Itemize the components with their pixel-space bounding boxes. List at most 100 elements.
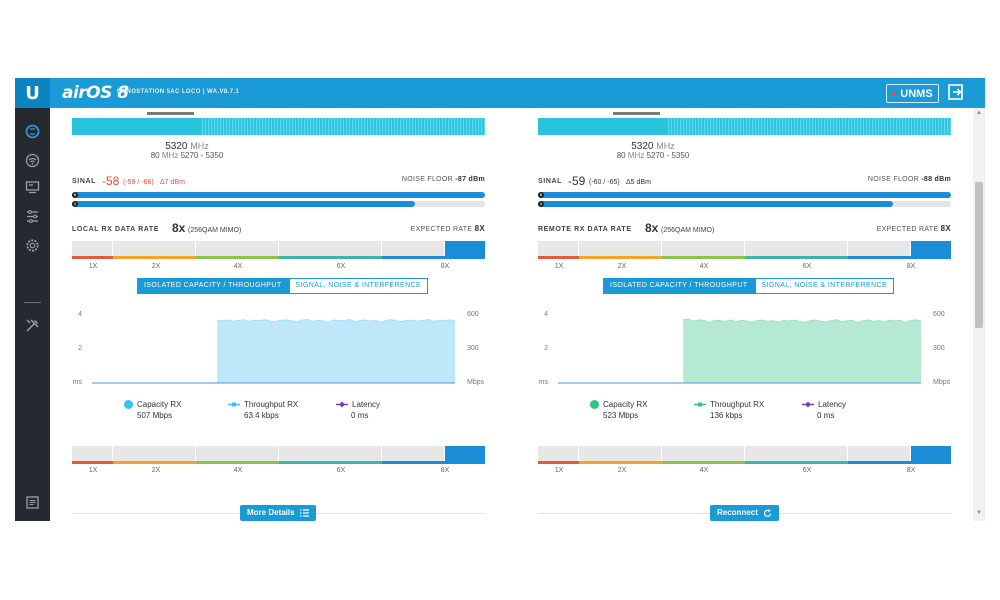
scroll-down-arrow[interactable]: ▼	[976, 510, 982, 516]
log-icon[interactable]	[25, 495, 40, 510]
scale-segment	[848, 241, 911, 256]
spectrum-stripe	[716, 118, 718, 135]
scrollbar[interactable]: ▲ ▼	[973, 108, 985, 521]
spectrum-stripe	[773, 118, 775, 135]
spectrum-stripe	[328, 118, 330, 135]
spectrum-stripe	[214, 118, 216, 135]
expected-rate: EXPECTED RATE 8X	[876, 224, 951, 233]
spectrum-stripe	[926, 118, 928, 135]
spectrum-stripe	[346, 118, 348, 135]
frequency-marker[interactable]	[613, 112, 660, 115]
spectrum-stripe	[824, 118, 826, 135]
spectrum-stripe	[701, 118, 703, 135]
expected-rate: EXPECTED RATE 8X	[410, 224, 485, 233]
spectrum-stripe	[809, 118, 811, 135]
spectrum-stripe	[265, 118, 267, 135]
spectrum-stripe	[403, 118, 405, 135]
reconnect-button[interactable]: Reconnect	[710, 505, 779, 521]
spectrum-stripe	[268, 118, 270, 135]
tab-signal-noise[interactable]: SIGNAL, NOISE & INTERFERENCE	[754, 278, 895, 294]
ubiquiti-logo[interactable]: U	[15, 78, 50, 108]
scale-color-strip	[113, 461, 196, 464]
system-icon[interactable]	[25, 238, 40, 253]
spectrum-stripe	[893, 118, 895, 135]
frequency-marker[interactable]	[147, 112, 194, 115]
tab-capacity-throughput[interactable]: ISOLATED CAPACITY / THROUGHPUT	[137, 278, 289, 294]
scale-color-strip	[745, 256, 848, 259]
spectrum-stripe	[920, 118, 922, 135]
spectrum-stripe	[304, 118, 306, 135]
unms-status-dot	[892, 91, 897, 96]
spectrum-stripe	[911, 118, 913, 135]
services-icon[interactable]	[25, 209, 40, 224]
chain1-bar: 1	[72, 201, 485, 207]
spectrum-stripe	[905, 118, 907, 135]
spectrum-stripe	[334, 118, 336, 135]
spectrum-stripe	[818, 118, 820, 135]
scale-color-strip	[382, 461, 485, 464]
legend-capacity: Capacity RX	[124, 400, 181, 410]
dashboard-icon[interactable]	[25, 124, 40, 139]
scale-segment	[196, 241, 279, 256]
scroll-thumb[interactable]	[975, 182, 983, 328]
spectrum-stripe	[433, 118, 435, 135]
spectrum-stripe	[812, 118, 814, 135]
spectrum-stripe	[797, 118, 799, 135]
scale-segment	[72, 446, 113, 461]
spectrum-stripe	[896, 118, 898, 135]
noise-floor: NOISE FLOOR -88 dBm	[867, 176, 951, 183]
spectrum-stripe	[782, 118, 784, 135]
logout-icon[interactable]	[948, 84, 964, 100]
scale-tick: 6X	[802, 263, 812, 270]
spectrum-stripe	[319, 118, 321, 135]
signal-value: -58	[102, 174, 120, 188]
network-icon[interactable]	[25, 180, 40, 195]
rate-value: 8x	[172, 221, 186, 235]
scroll-up-arrow[interactable]: ▲	[976, 110, 982, 116]
scale-tick: 2X	[151, 467, 161, 474]
rate-scale	[538, 241, 951, 259]
tab-signal-noise[interactable]: SIGNAL, NOISE & INTERFERENCE	[288, 278, 429, 294]
spectrum-stripe	[710, 118, 712, 135]
legend-capacity-value: 507 Mbps	[137, 411, 173, 420]
spectrum-stripe	[367, 118, 369, 135]
spectrum-stripe	[400, 118, 402, 135]
scale-color-strip	[579, 461, 662, 464]
rate-scale	[538, 446, 951, 464]
tab-capacity-throughput[interactable]: ISOLATED CAPACITY / THROUGHPUT	[603, 278, 755, 294]
tools-icon[interactable]	[25, 318, 40, 333]
spectrum-stripe	[280, 118, 282, 135]
spectrum-stripe	[355, 118, 357, 135]
more-details-button[interactable]: More Details	[240, 505, 316, 521]
rate-label: REMOTE RX DATA RATE	[538, 226, 632, 233]
spectrum-stripe	[250, 118, 252, 135]
capacity-marker-icon	[124, 400, 133, 410]
scale-tick: 2X	[617, 263, 627, 270]
spectrum-stripe	[839, 118, 841, 135]
legend-capacity: Capacity RX	[590, 400, 647, 410]
signal-delta: Δ5 dBm	[626, 179, 651, 186]
product-name: airOS 8	[62, 83, 129, 103]
scale-tick: 1X	[88, 263, 98, 270]
spectrum-stripe	[382, 118, 384, 135]
spectrum-stripe	[427, 118, 429, 135]
wireless-icon[interactable]	[25, 153, 40, 168]
spectrum-stripe	[340, 118, 342, 135]
spectrum-stripe	[472, 118, 474, 135]
scale-tick: 1X	[88, 467, 98, 474]
scale-segment	[579, 241, 662, 256]
spectrum-stripe	[466, 118, 468, 135]
spectrum-stripe	[316, 118, 318, 135]
spectrum-stripe	[932, 118, 934, 135]
unms-button[interactable]: UNMS	[886, 84, 939, 103]
chain0-fill	[72, 192, 485, 198]
spectrum-stripe	[457, 118, 459, 135]
scale-color-strip	[113, 256, 196, 259]
spectrum-stripe	[878, 118, 880, 135]
spectrum-stripe	[454, 118, 456, 135]
spectrum-stripe	[767, 118, 769, 135]
chain1-fill	[538, 201, 894, 207]
spectrum-stripe	[884, 118, 886, 135]
scale-segment	[662, 241, 745, 256]
spectrum-stripe	[292, 118, 294, 135]
